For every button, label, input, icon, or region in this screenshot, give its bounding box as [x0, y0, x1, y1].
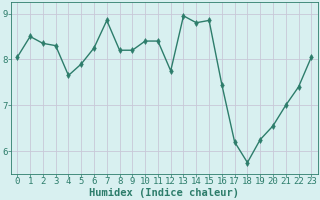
X-axis label: Humidex (Indice chaleur): Humidex (Indice chaleur): [89, 188, 239, 198]
